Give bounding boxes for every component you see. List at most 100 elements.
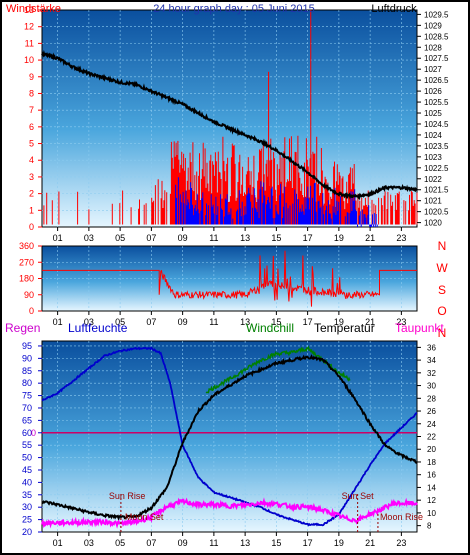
pressure-tick-label: 1022 [424, 175, 442, 184]
p2-xtick-label: 03 [84, 317, 94, 327]
humidity-tick-label: 65 [22, 415, 32, 425]
p2-xtick-label: 11 [209, 317, 218, 327]
p3-xtick-label: 09 [178, 538, 188, 548]
compass-letter: N [438, 326, 447, 340]
pressure-tick-label: 1029.5 [424, 10, 449, 19]
temperature-tick-label: 14 [427, 483, 436, 492]
chart-title: 24 hour graph day : 05 Juni 2015 [153, 3, 314, 15]
temperature-tick-label: 26 [427, 407, 436, 416]
wind-tick-label: 5 [29, 139, 34, 149]
direction-tick-label: 180 [19, 274, 34, 284]
wind-direction-line [42, 250, 417, 307]
wind-tick-label: 9 [29, 72, 34, 82]
humidity-tick-label: 60 [22, 428, 32, 438]
astro-annotations: Sun Rise Moon Set Sun Set Moon Rise [109, 491, 423, 532]
windchill-label: Windchill [246, 321, 294, 335]
regen-tick-label: 0 [31, 428, 36, 438]
humidity-tick-label: 90 [22, 353, 32, 363]
annotation-label: Sun Rise [109, 491, 146, 501]
humidity-tick-label: 70 [22, 403, 32, 413]
p2-xtick-label: 21 [365, 317, 375, 327]
temperature-tick-label: 32 [427, 369, 436, 378]
wind-tick-label: 10 [24, 55, 34, 65]
humidity-tick-label: 55 [22, 440, 32, 450]
wind-direction-series [42, 250, 417, 307]
pressure-line [41, 49, 418, 201]
p1-xtick-label: 05 [115, 233, 125, 243]
pressure-tick-label: 1027.5 [424, 54, 449, 63]
temperature-line [41, 354, 417, 522]
pressure-tick-label: 1028 [424, 43, 442, 52]
humidity-tick-label: 25 [22, 515, 32, 525]
temperature-tick-label: 28 [427, 394, 436, 403]
p3-xtick-label: 05 [115, 538, 125, 548]
pressure-tick-label: 1028.5 [424, 32, 449, 41]
p3-xtick-label: 01 [53, 538, 63, 548]
p1-xtick-label: 13 [240, 233, 250, 243]
pressure-tick-label: 1021.5 [424, 186, 449, 195]
pressure-tick-label: 1029 [424, 21, 442, 30]
p3-xtick-label: 03 [84, 538, 94, 548]
pressure-tick-label: 1024.5 [424, 120, 449, 129]
wind-tick-label: 3 [29, 172, 34, 182]
p3-xtick-label: 23 [396, 538, 406, 548]
pressure-tick-label: 1025.5 [424, 98, 449, 107]
p2-xtick-label: 19 [334, 317, 344, 327]
compass-letter: N [438, 239, 447, 253]
pressure-tick-label: 1024 [424, 131, 442, 140]
wind-tick-label: 7 [29, 105, 34, 115]
pressure-tick-label: 1026 [424, 87, 442, 96]
humidity-tick-label: 20 [22, 527, 32, 537]
humidity-tick-label: 85 [22, 366, 32, 376]
wind-tick-label: 4 [29, 155, 34, 165]
wind-tick-label: 2 [29, 189, 34, 199]
dewpoint-label: Taupunkt [395, 321, 444, 335]
humidity-axis-ticks: 20 25 30 35 40 45 50 55 60 65 70 75 80 85 90 95 0 [22, 341, 42, 537]
temperature-tick-label: 8 [427, 522, 432, 531]
p1-xtick-label: 15 [271, 233, 281, 243]
humidity-line [41, 346, 418, 527]
pressure-axis-ticks: 1020 1020.5 1021 1021.5 1022 1022.5 1023 1023.5… [417, 10, 449, 228]
p1-xtick-label: 23 [396, 233, 406, 243]
p1-xtick-label: 19 [334, 233, 344, 243]
temperature-tick-label: 34 [427, 356, 436, 365]
temperature-tick-label: 10 [427, 509, 436, 518]
wind-tick-label: 1 [29, 205, 34, 215]
humidity-label: Luftfeuchte [68, 321, 128, 335]
p1-xtick-label: 21 [365, 233, 375, 243]
temperature-tick-label: 36 [427, 343, 436, 352]
p3-xtick-label: 17 [303, 538, 313, 548]
humidity-tick-label: 45 [22, 465, 32, 475]
p1-xtick-label: 09 [178, 233, 188, 243]
pressure-series [41, 49, 418, 201]
temperature-tick-label: 16 [427, 471, 436, 480]
p2-xtick-label: 15 [271, 317, 281, 327]
p2-xtick-label: 01 [53, 317, 63, 327]
panel3-x-ticks: 01 03 05 07 09 11 13 15 17 19 21 23 [53, 532, 406, 548]
temperature-tick-label: 20 [427, 445, 436, 454]
temperature-tick-label: 24 [427, 420, 436, 429]
pressure-tick-label: 1020 [424, 219, 442, 228]
temperature-axis-ticks: 8 10 12 14 16 18 20 22 24 26 28 30 32 34 36 [417, 343, 436, 531]
wind-speed-series [43, 10, 418, 227]
regen-label: Regen [5, 321, 40, 335]
direction-tick-label: 270 [19, 257, 34, 267]
annotation-label: Moon Set [125, 512, 164, 522]
direction-tick-label: 360 [19, 241, 34, 251]
annotation-label: Moon Rise [380, 512, 423, 522]
humidity-tick-label: 75 [22, 391, 32, 401]
pressure-axis-label: Luftdruck [371, 3, 417, 15]
p3-xtick-label: 21 [365, 538, 375, 548]
pressure-tick-label: 1026.5 [424, 76, 449, 85]
p1-xtick-label: 07 [146, 233, 156, 243]
p2-xtick-label: 05 [115, 317, 125, 327]
panel2-x-ticks: 01 03 05 07 09 11 13 15 17 19 21 23 [53, 311, 406, 327]
compass-letter: W [436, 261, 448, 275]
temperature-tick-label: 12 [427, 496, 436, 505]
p3-xtick-label: 07 [146, 538, 156, 548]
p2-xtick-label: 07 [146, 317, 156, 327]
p2-xtick-label: 13 [240, 317, 250, 327]
pressure-tick-label: 1023.5 [424, 142, 449, 151]
